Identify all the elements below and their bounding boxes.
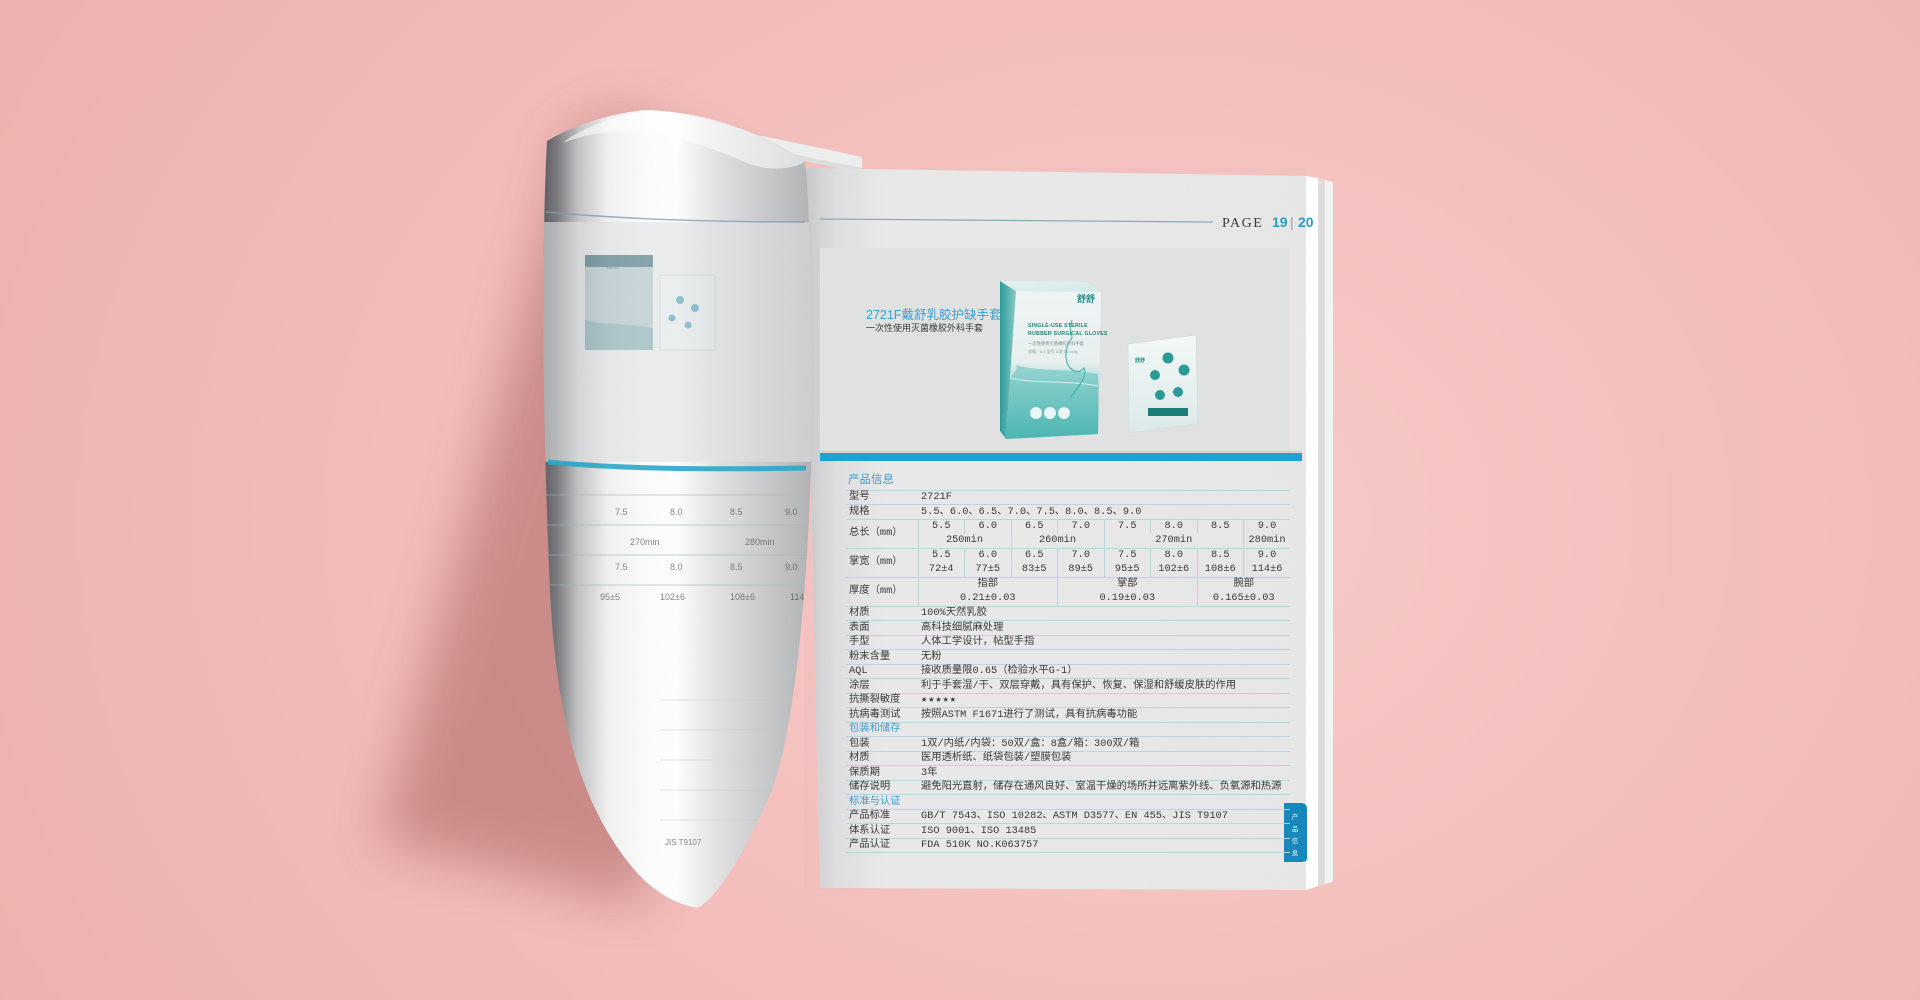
svg-text:|: | — [1290, 214, 1294, 230]
svg-text:舒舒: 舒舒 — [1077, 293, 1095, 304]
svg-text:20: 20 — [1298, 214, 1314, 230]
svg-text:2721F戴舒乳胶护缺手套: 2721F戴舒乳胶护缺手套 — [866, 307, 1002, 322]
svg-text:息: 息 — [1292, 848, 1299, 857]
svg-text:舒舒: 舒舒 — [1134, 357, 1145, 364]
svg-text:PAGE: PAGE — [1222, 216, 1263, 231]
svg-text:产: 产 — [1292, 812, 1299, 821]
svg-text:规格：6.5 型号 A型 6.5 only: 规格：6.5 型号 A型 6.5 only — [1028, 348, 1078, 354]
svg-text:一次性使用灭菌橡胶外科手套: 一次性使用灭菌橡胶外科手套 — [866, 322, 983, 333]
svg-text:品: 品 — [1292, 825, 1299, 833]
svg-text:19: 19 — [1272, 214, 1288, 230]
svg-text:一次性使用灭菌橡胶外科手套: 一次性使用灭菌橡胶外科手套 — [1028, 340, 1085, 347]
svg-text:SINGLE-USE STERILE: SINGLE-USE STERILE — [1028, 323, 1088, 329]
svg-text:信: 信 — [1292, 836, 1299, 845]
svg-text:RUBBER SURGICAL GLOVES: RUBBER SURGICAL GLOVES — [1028, 331, 1108, 337]
